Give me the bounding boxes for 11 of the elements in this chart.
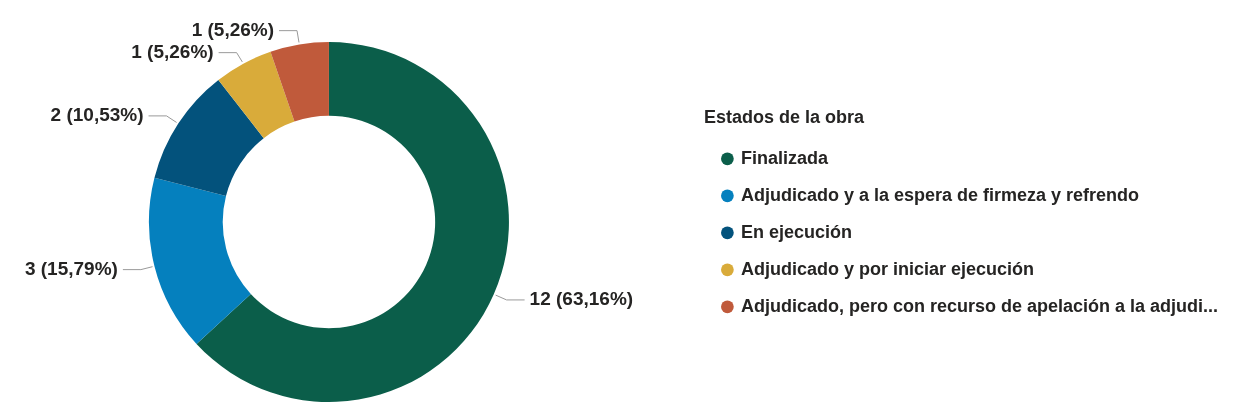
data-label: 1 (5,26%)	[191, 18, 275, 40]
legend-label: Adjudicado y a la espera de firmeza y refrendo	[740, 184, 1140, 205]
legend-label: Adjudicado, pero con recurso de apelación a la adjudi...	[740, 295, 1218, 316]
legend-label: Finalizada	[740, 147, 829, 168]
data-label: 2 (10,53%)	[50, 104, 144, 126]
data-label: 3 (15,79%)	[24, 257, 118, 279]
legend-label: En ejecución	[740, 221, 852, 242]
data-label: 1 (5,26%)	[131, 40, 214, 62]
legend-label: Adjudicado y por iniciar ejecución	[740, 258, 1034, 279]
legend-title: Estados de la obra	[703, 107, 865, 128]
data-label: 12 (63,16%)	[529, 288, 634, 310]
